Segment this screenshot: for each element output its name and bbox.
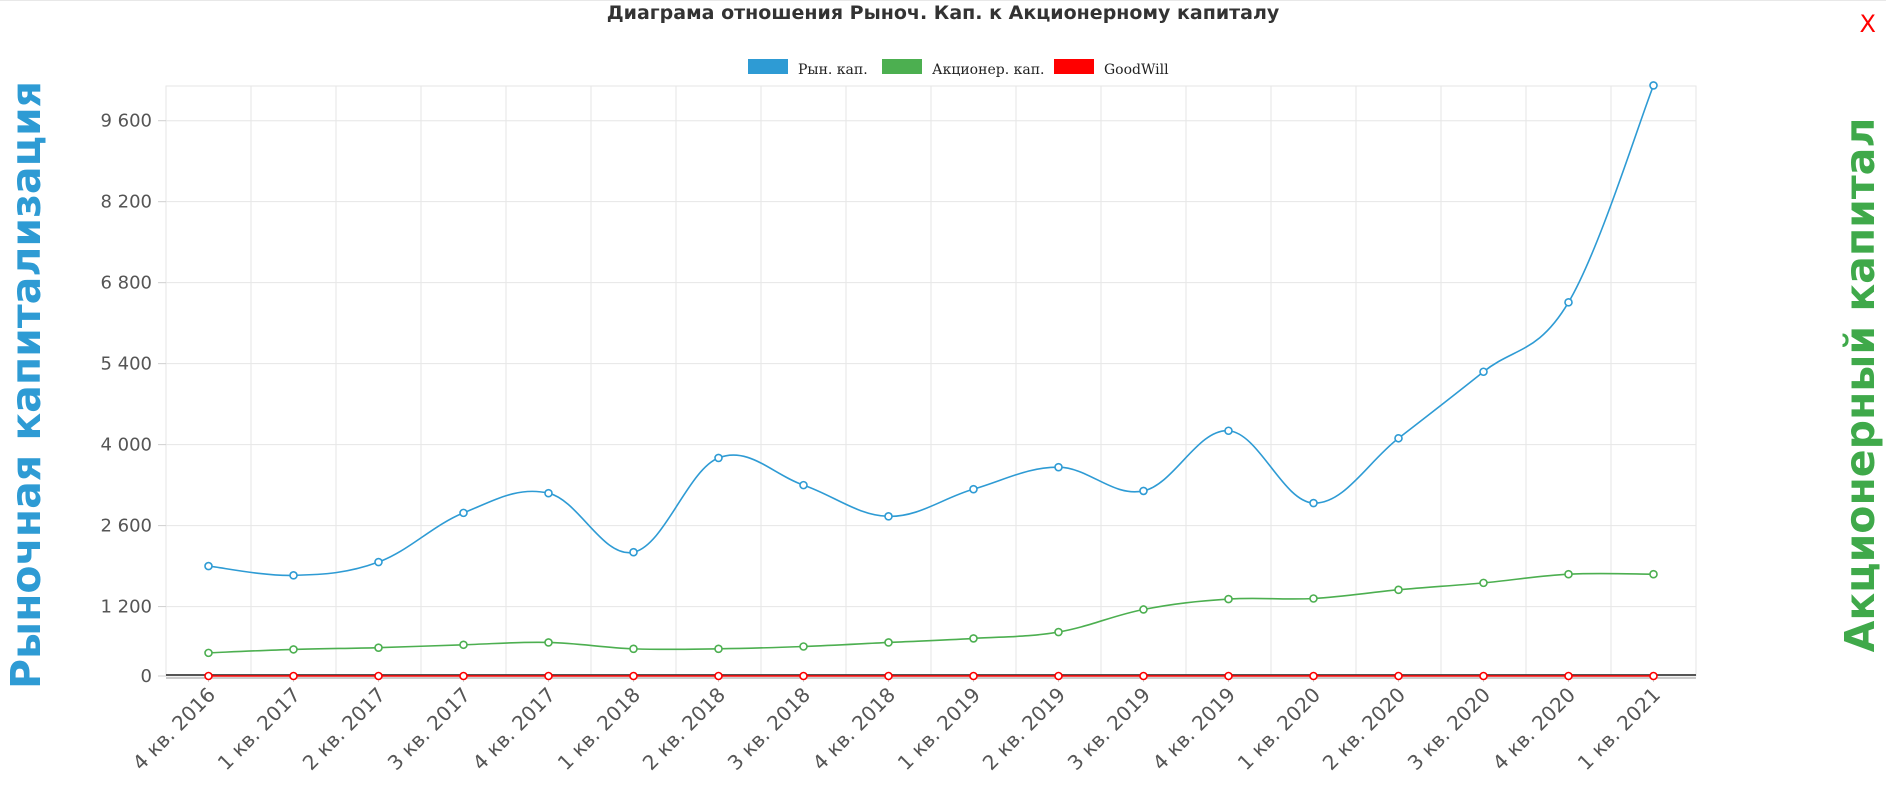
data-point [459, 671, 468, 681]
y-tick-label: 6 800 [100, 273, 152, 294]
data-point [799, 642, 808, 651]
legend-item[interactable]: GoodWill [1054, 59, 1169, 78]
y-tick-label: 8 200 [100, 192, 152, 213]
y-tick-label: 5 400 [100, 354, 152, 375]
data-point [374, 671, 383, 681]
x-tick-label: 2 кв. 2020 [1318, 683, 1410, 775]
data-point [629, 547, 638, 557]
data-point [204, 561, 213, 571]
legend-swatch [748, 59, 788, 74]
y-tick-label: 0 [141, 666, 152, 687]
data-point [969, 484, 978, 494]
close-button[interactable]: X [1859, 10, 1876, 38]
x-tick-label: 4 кв. 2020 [1488, 683, 1580, 775]
legend-item[interactable]: Акционер. кап. [882, 59, 1044, 78]
x-tick-label: 3 кв. 2019 [1063, 683, 1155, 775]
series-line [208, 572, 1654, 654]
data-point [1224, 426, 1233, 436]
data-point [374, 557, 383, 567]
x-tick-label: 3 кв. 2017 [383, 683, 475, 775]
data-point [629, 671, 638, 681]
data-point [1054, 462, 1063, 472]
data-point [714, 671, 723, 681]
x-tick-label: 4 кв. 2017 [468, 683, 560, 775]
data-point [884, 671, 893, 681]
legend-label: Акционер. кап. [932, 62, 1044, 78]
legend-label: GoodWill [1104, 62, 1169, 78]
legend-item[interactable]: Рын. кап. [748, 59, 868, 78]
data-point [799, 671, 808, 681]
x-tick-label: 4 кв. 2016 [128, 683, 220, 775]
data-point [884, 638, 893, 647]
series-points [204, 81, 1658, 681]
data-point [1309, 671, 1318, 681]
x-tick-label: 3 кв. 2020 [1403, 683, 1495, 775]
data-point [544, 638, 553, 647]
y-tick-label: 1 200 [100, 597, 152, 618]
x-tick-label: 1 кв. 2019 [893, 683, 985, 775]
x-tick-label: 4 кв. 2019 [1148, 683, 1240, 775]
data-point [459, 640, 468, 650]
data-point [1394, 671, 1403, 681]
data-point [1224, 594, 1233, 604]
data-point [1649, 81, 1658, 90]
data-point [1139, 671, 1148, 681]
data-point [1309, 594, 1318, 603]
legend[interactable]: Рын. кап. Акционер. кап. GoodWill [748, 59, 1169, 78]
data-point [289, 571, 298, 580]
x-tick-label: 2 кв. 2018 [638, 683, 730, 775]
data-point [1394, 433, 1403, 443]
y-tick-labels: 0 1 200 2 600 4 000 5 400 6 800 8 200 9 600 [100, 111, 152, 687]
data-point [1139, 486, 1148, 496]
data-point [1564, 569, 1573, 579]
y-tick-label: 2 600 [100, 516, 152, 537]
data-point [884, 512, 893, 521]
data-point [1394, 585, 1403, 595]
y-tick-label: 4 000 [100, 435, 152, 456]
data-point [714, 644, 723, 654]
data-point [289, 645, 298, 654]
data-point [1649, 569, 1658, 579]
data-point [714, 453, 723, 463]
data-point [289, 671, 298, 681]
data-point [629, 644, 638, 654]
data-point [1139, 605, 1148, 614]
data-point [1564, 298, 1573, 307]
data-point [204, 648, 213, 658]
x-tick-label: 1 кв. 2018 [553, 683, 645, 775]
chart-title: Диаграма отношения Рыноч. Кап. к Акционе… [606, 2, 1280, 24]
data-point [1649, 671, 1658, 681]
data-point [969, 634, 978, 643]
data-point [1309, 498, 1318, 508]
data-point [204, 671, 213, 681]
legend-swatch [1054, 59, 1094, 74]
data-point [1224, 671, 1233, 681]
data-point [1479, 367, 1488, 377]
data-point [459, 508, 468, 518]
grid [158, 85, 1697, 682]
data-point [544, 671, 553, 681]
x-tick-label: 3 кв. 2018 [723, 683, 815, 775]
data-point [1054, 627, 1063, 637]
data-point [1564, 671, 1573, 681]
data-point [374, 643, 383, 652]
data-point [1054, 671, 1063, 681]
data-point [544, 488, 553, 498]
x-tick-label: 1 кв. 2021 [1573, 683, 1665, 775]
x-tick-label: 2 кв. 2017 [298, 683, 390, 775]
x-tick-label: 2 кв. 2019 [978, 683, 1070, 775]
top-border [0, 0, 1886, 1]
legend-swatch [882, 59, 922, 74]
data-point [799, 480, 808, 490]
x-tick-label: 4 кв. 2018 [808, 683, 900, 775]
data-point [1479, 578, 1488, 588]
x-tick-label: 1 кв. 2020 [1233, 683, 1325, 775]
x-tick-label: 1 кв. 2017 [213, 683, 305, 775]
data-point [1479, 671, 1488, 681]
legend-label: Рын. кап. [798, 62, 868, 78]
data-point [969, 671, 978, 681]
y-tick-label: 9 600 [100, 111, 152, 132]
